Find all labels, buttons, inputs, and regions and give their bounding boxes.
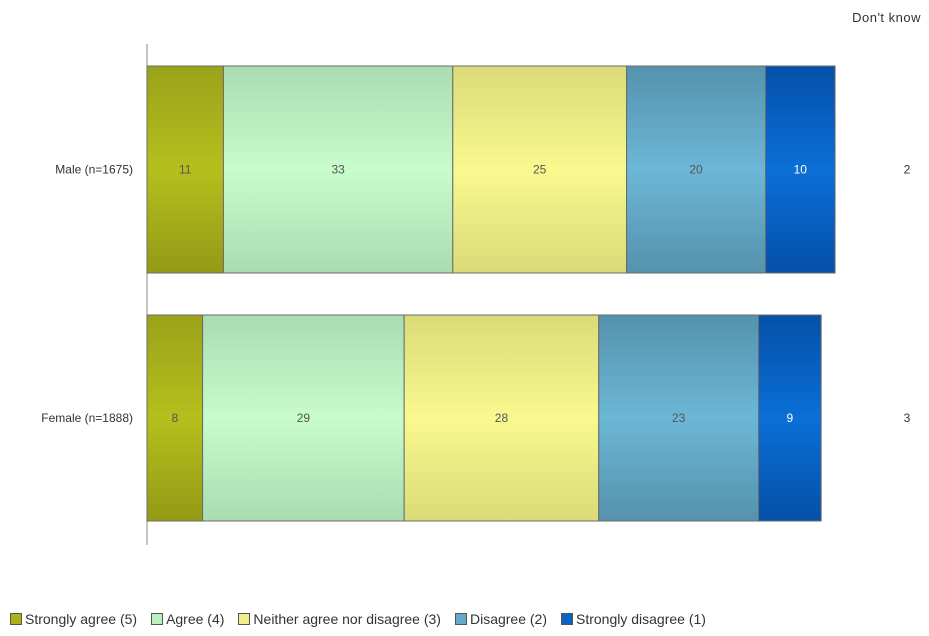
- category-label: Male (n=1675): [55, 163, 133, 177]
- dont-know-value: 2: [904, 163, 911, 177]
- legend-item: Strongly agree (5): [10, 611, 137, 627]
- bar-segment: [758, 314, 822, 522]
- bar-segment: [626, 65, 767, 274]
- bar-segment: [403, 314, 600, 522]
- data-label: 20: [689, 163, 703, 177]
- legend-swatch: [151, 613, 164, 625]
- legend-label: Neither agree nor disagree (3): [253, 611, 441, 627]
- category-label: Female (n=1888): [41, 411, 133, 425]
- legend-swatch: [10, 613, 22, 625]
- legend-label: Strongly disagree (1): [576, 611, 706, 627]
- legend-item: Neither agree nor disagree (3): [238, 611, 441, 627]
- legend-item: Strongly disagree (1): [561, 611, 706, 627]
- data-label: 25: [533, 163, 547, 177]
- dont-know-value: 3: [904, 411, 911, 425]
- legend-label: Agree (4): [166, 611, 225, 627]
- bar-segment: [202, 314, 405, 522]
- dont-know-header: Don't know: [852, 10, 921, 25]
- stacked-bar-chart: Male (n=1675) 11 33 25 20 10 2 Female (n=1888) 8…: [41, 44, 911, 545]
- bar-segment: [452, 65, 628, 274]
- legend-item: Agree (4): [151, 611, 224, 627]
- bar-segment: [765, 65, 836, 274]
- data-label: 8: [171, 411, 178, 425]
- legend-label: Strongly agree (5): [25, 611, 138, 627]
- legend-item: Disagree (2): [454, 611, 547, 627]
- legend-label: Disagree (2): [469, 611, 547, 627]
- legend: Strongly agree (5) Agree (4) Neither agree…: [10, 611, 706, 627]
- data-label: 28: [495, 411, 509, 425]
- bar-segment: [146, 314, 204, 522]
- data-label: 9: [787, 411, 794, 425]
- data-label: 23: [672, 411, 686, 425]
- legend-swatch: [454, 613, 467, 625]
- legend-swatch: [238, 613, 251, 625]
- bar-segment: [222, 65, 454, 274]
- data-label: 10: [794, 163, 808, 177]
- data-label: 33: [331, 163, 345, 177]
- bar-segment: [146, 65, 224, 274]
- bar-segment: [598, 314, 760, 522]
- data-label: 29: [297, 411, 311, 425]
- data-label: 11: [179, 163, 192, 177]
- legend-swatch: [561, 613, 573, 625]
